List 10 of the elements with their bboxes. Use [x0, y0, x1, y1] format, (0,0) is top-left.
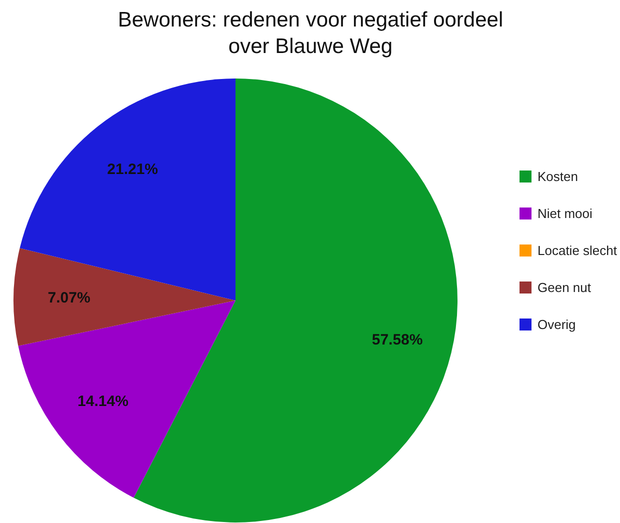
chart-title: Bewoners: redenen voor negatief oordeel over Blauwe Weg	[118, 8, 504, 58]
legend-label: Locatie slecht	[538, 243, 618, 258]
legend-label: Geen nut	[538, 280, 592, 295]
data-label: 21.21%	[107, 161, 158, 178]
data-label: 7.07%	[48, 289, 90, 306]
legend-label: Overig	[538, 317, 576, 332]
data-label: 14.14%	[78, 392, 128, 410]
legend-label: Kosten	[538, 169, 578, 184]
legend-label: Niet mooi	[538, 206, 593, 221]
data-label: 57.58%	[372, 331, 423, 348]
